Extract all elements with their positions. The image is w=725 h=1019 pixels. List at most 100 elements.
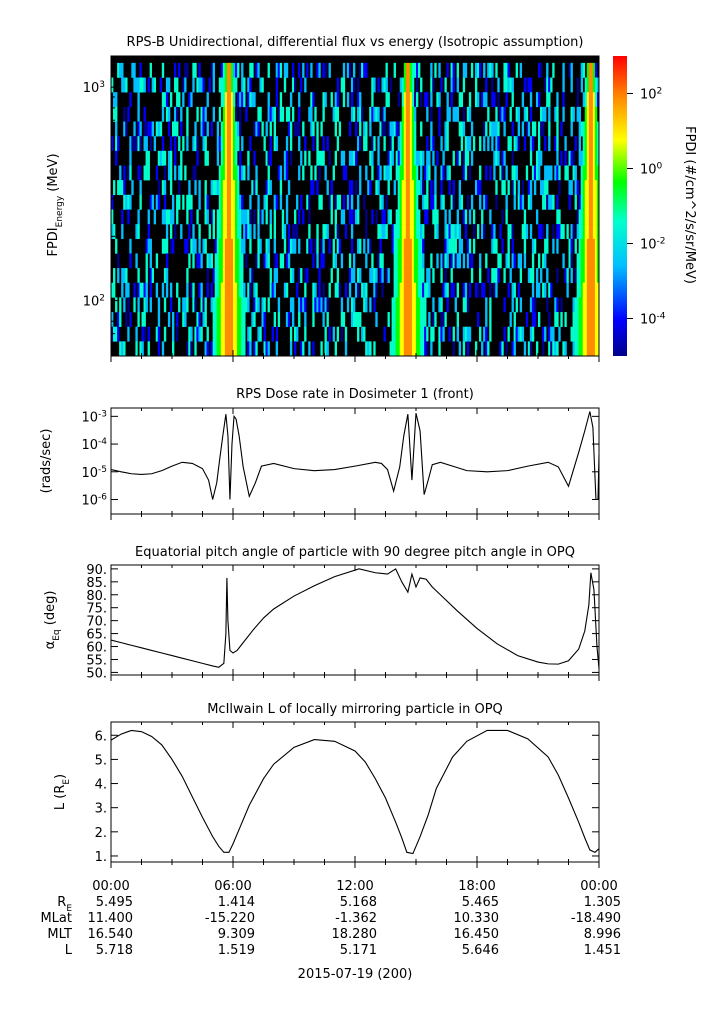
spectrogram-cell	[145, 136, 148, 152]
ephemeris-value: 18.280	[332, 927, 378, 942]
spectrogram-cell	[535, 268, 539, 284]
spectrogram-cell	[548, 282, 551, 298]
spectrogram-cell	[328, 238, 331, 254]
spectrogram-cell	[287, 180, 291, 196]
spectrogram-cell	[228, 326, 232, 342]
spectrogram-cell	[228, 121, 232, 137]
spectrogram-cell	[379, 224, 382, 240]
spectrogram-cell	[588, 165, 592, 181]
spectrogram-cell	[143, 326, 146, 342]
spectrogram-cell	[129, 238, 132, 254]
spectrogram-cell	[348, 62, 352, 78]
spectrogram-cell	[169, 282, 173, 298]
spectrogram-cell	[344, 326, 348, 342]
spectrogram-cell	[336, 326, 340, 342]
spectrogram-cell	[434, 209, 437, 225]
spectrogram-cell	[220, 297, 224, 313]
spectrogram-cell	[513, 326, 516, 342]
spectrogram-cell	[399, 209, 403, 225]
spectrogram-cell	[318, 62, 321, 78]
spectrogram-cell	[326, 312, 329, 327]
spectrogram-cell	[239, 341, 242, 357]
spectrogram-cell	[383, 121, 386, 137]
spectrogram-cell	[186, 297, 189, 313]
spectrogram-cell	[489, 165, 492, 181]
dose-title: RPS Dose rate in Dosimeter 1 (front)	[236, 387, 474, 402]
spectrogram-cell	[346, 62, 350, 78]
spectrogram-cell	[418, 268, 421, 284]
spectrogram-cell	[137, 297, 140, 313]
spectrogram-cell	[218, 106, 222, 122]
spectrogram-cell	[407, 326, 411, 342]
spectrogram-cell	[596, 136, 600, 152]
spectrogram-cell	[222, 238, 226, 254]
spectrogram-cell	[342, 150, 346, 166]
spectrogram-cell	[239, 297, 242, 313]
spectrogram-cell	[263, 326, 266, 342]
spectrogram-cell	[222, 150, 226, 166]
spectrogram-cell	[424, 209, 427, 225]
spectrogram-cell	[310, 62, 313, 78]
spectrogram-cell	[424, 92, 427, 108]
spectrogram-cell	[548, 341, 551, 357]
spectrogram-cell	[273, 209, 276, 225]
spectrogram-cell	[405, 326, 409, 342]
spectrogram-cell	[143, 77, 146, 93]
spectrogram-cell	[592, 165, 596, 181]
spectrogram-cell	[113, 282, 116, 298]
spectrogram-cell	[165, 224, 169, 240]
spectrogram-cell	[230, 209, 234, 225]
spectrogram-cell	[220, 253, 224, 269]
spectrogram-cell	[452, 253, 455, 269]
spectrogram-cell	[413, 297, 417, 313]
spectrogram-cell	[576, 77, 579, 93]
spectrogram-cell	[416, 180, 419, 196]
spectrogram-cell	[409, 165, 413, 181]
spectrogram-cell	[594, 62, 598, 78]
spectrogram-cell	[582, 150, 586, 166]
spectrogram-cell	[324, 326, 327, 342]
spectrogram-cell	[357, 106, 360, 122]
spectrogram-cell	[312, 312, 315, 327]
spectrogram-cell	[511, 92, 514, 108]
spectrogram-cell	[200, 253, 203, 269]
spectrogram-cell	[121, 341, 124, 357]
spectrogram-cell	[413, 121, 417, 137]
spectrogram-cell	[584, 282, 588, 298]
spectrogram-cell	[375, 106, 378, 122]
spectrogram-cell	[224, 165, 228, 181]
spectrogram-cell	[265, 341, 268, 357]
spectrogram-cell	[434, 312, 437, 327]
spectrogram-cell	[298, 297, 301, 313]
spectrogram-cell	[113, 180, 116, 196]
spectrogram-cell	[363, 194, 366, 210]
spectrogram-cell	[513, 341, 516, 357]
spectrogram-cell	[554, 165, 557, 181]
spectrogram-cell	[568, 238, 571, 254]
spectrogram-cell	[501, 106, 504, 122]
spectrogram-cell	[436, 224, 439, 240]
spectrogram-cell	[594, 121, 598, 137]
spectrogram-cell	[470, 150, 474, 166]
spectrogram-cell	[235, 194, 238, 210]
spectrogram-cell	[464, 326, 468, 342]
spectrogram-cell	[186, 341, 189, 357]
spectrogram-cell	[403, 297, 407, 313]
spectrogram-cell	[590, 194, 594, 210]
spectrogram-cell	[342, 77, 346, 93]
spectrogram-cell	[487, 62, 490, 78]
spectrogram-cell	[546, 62, 549, 78]
spectrogram-cell	[570, 106, 573, 122]
spectrogram-cell	[261, 121, 264, 137]
spectrogram-cell	[462, 253, 466, 269]
spectrogram-cell	[462, 106, 466, 122]
spectrogram-cell	[578, 326, 581, 342]
spectrogram-cell	[588, 77, 592, 93]
spectrogram-cell	[580, 121, 584, 137]
spectrogram-cell	[352, 312, 356, 327]
spectrogram-cell	[174, 121, 177, 137]
spectrogram-cell	[552, 194, 555, 210]
spectrogram-cell	[485, 341, 488, 357]
spectrogram-cell	[330, 92, 333, 108]
spectrogram-cell	[540, 268, 543, 284]
